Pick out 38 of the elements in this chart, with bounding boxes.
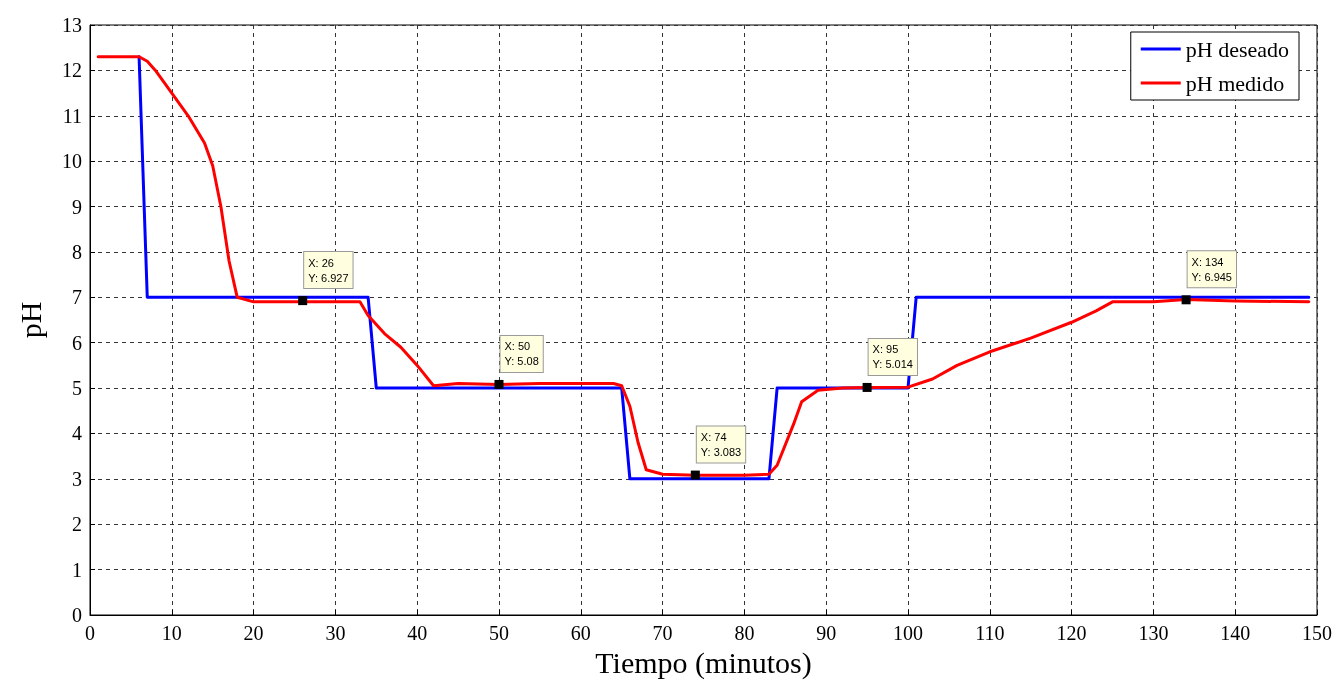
y-tick-label: 2 <box>72 513 82 536</box>
y-tick-label: 9 <box>72 195 82 218</box>
x-tick-label: 120 <box>1056 622 1087 644</box>
y-axis-title: pH <box>13 301 47 339</box>
y-tick-label: 12 <box>62 59 82 82</box>
y-tick-label: 3 <box>72 467 82 490</box>
y-tick-label: 8 <box>72 240 82 263</box>
x-tick-label: 90 <box>816 622 837 644</box>
annotation: X: 74 Y: 3.083 <box>700 431 742 459</box>
x-tick-label: 80 <box>734 622 755 644</box>
x-tick-label: 10 <box>161 622 182 644</box>
x-tick-label: 100 <box>893 622 923 644</box>
y-tick-label: 5 <box>72 377 82 400</box>
annotation: X: 95 Y: 5.014 <box>872 343 913 371</box>
x-tick-label: 30 <box>325 622 346 644</box>
y-tick-label: 11 <box>62 104 82 127</box>
legend-label: pH deseado <box>1185 36 1290 62</box>
annotation: X: 26 Y: 6.927 <box>308 256 349 284</box>
annotation: X: 50 Y: 5.08 <box>504 340 539 368</box>
y-tick-label: 4 <box>72 422 82 445</box>
x-tick-label: 110 <box>975 622 1005 644</box>
x-tick-label: 70 <box>652 622 673 644</box>
legend-label: pH medido <box>1185 70 1285 96</box>
annotation: X: 134 Y: 6.945 <box>1191 255 1232 283</box>
y-tick-label: 0 <box>72 604 82 626</box>
x-tick-label: 40 <box>407 622 428 644</box>
y-tick-label: 10 <box>62 150 82 173</box>
x-tick-label: 60 <box>570 622 591 644</box>
x-tick-label: 130 <box>1138 622 1169 644</box>
x-tick-label: 150 <box>1302 622 1332 644</box>
y-tick-label: 13 <box>62 14 82 36</box>
x-tick-label: 50 <box>489 622 509 644</box>
y-tick-label: 1 <box>72 558 82 581</box>
x-axis-title: Tiempo (minutos) <box>595 646 812 681</box>
x-tick-label: 20 <box>243 622 264 644</box>
y-tick-label: 7 <box>72 286 82 309</box>
y-tick-label: 6 <box>72 331 82 354</box>
x-tick-label: 140 <box>1220 622 1251 644</box>
